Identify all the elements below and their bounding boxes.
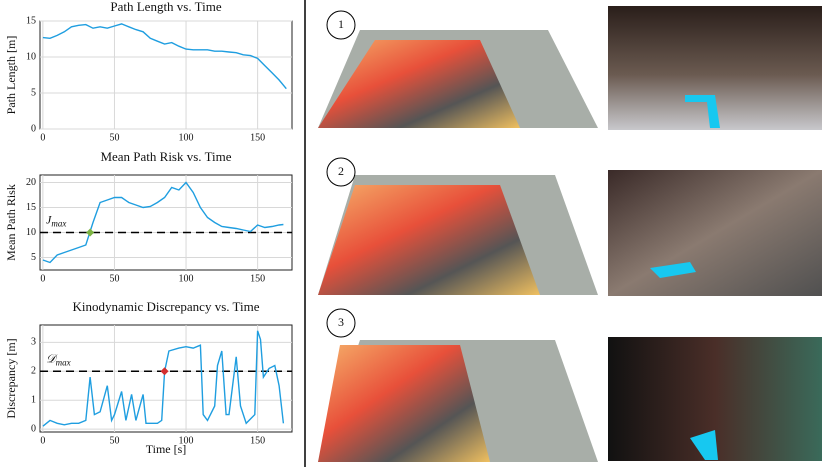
panel-images bbox=[318, 6, 822, 462]
photo bbox=[608, 170, 822, 296]
x-tick-label: 50 bbox=[109, 435, 119, 446]
chart-title: Path Length vs. Time bbox=[110, 0, 221, 14]
map bbox=[318, 345, 490, 462]
y-tick-label: 20 bbox=[26, 177, 36, 188]
y-tick-label: 10 bbox=[26, 227, 36, 238]
y-axis-label: Discrepancy [m] bbox=[4, 338, 18, 418]
panel-badge bbox=[326, 308, 356, 338]
panel-badge bbox=[326, 157, 356, 187]
path-overlay bbox=[690, 430, 718, 460]
path-overlay bbox=[685, 95, 720, 128]
x-tick-label: 0 bbox=[40, 132, 45, 143]
path-overlay bbox=[650, 262, 696, 278]
plot-area bbox=[39, 174, 293, 271]
threshold-subscript: max bbox=[51, 219, 66, 229]
x-tick-label: 150 bbox=[250, 273, 265, 284]
panel-label: 3 bbox=[338, 315, 344, 329]
y-axis-label: Mean Path Risk bbox=[4, 184, 18, 261]
data-line bbox=[42, 181, 284, 264]
x-tick-label: 100 bbox=[179, 435, 194, 446]
chart-title: Mean Path Risk vs. Time bbox=[100, 149, 231, 164]
y-tick-label: 3 bbox=[31, 337, 36, 348]
y-axis-label: Path Length [m] bbox=[4, 36, 18, 115]
map bbox=[318, 185, 540, 295]
panel-badge bbox=[326, 10, 356, 40]
threshold-label: Jmax bbox=[46, 212, 66, 228]
threshold-subscript: max bbox=[56, 357, 71, 367]
map bbox=[318, 40, 520, 128]
y-tick-label: 15 bbox=[26, 15, 36, 26]
y-tick-label: 0 bbox=[31, 123, 36, 134]
x-axis-label: Time [s] bbox=[146, 442, 187, 456]
plot-area bbox=[39, 20, 293, 130]
y-tick-label: 5 bbox=[31, 87, 36, 98]
threshold-label: 𝒟max bbox=[46, 351, 71, 367]
x-tick-label: 0 bbox=[40, 435, 45, 446]
x-tick-label: 150 bbox=[250, 132, 265, 143]
y-tick-label: 10 bbox=[26, 51, 36, 62]
threshold-symbol: 𝒟 bbox=[46, 351, 58, 365]
marker bbox=[160, 367, 169, 376]
panel-label: 2 bbox=[338, 164, 344, 178]
data-line bbox=[42, 23, 287, 90]
x-tick-label: 150 bbox=[250, 435, 265, 446]
threshold-symbol: J bbox=[46, 212, 52, 226]
x-tick-label: 50 bbox=[109, 273, 119, 284]
y-tick-label: 2 bbox=[31, 366, 36, 377]
x-tick-label: 50 bbox=[109, 132, 119, 143]
x-tick-label: 100 bbox=[179, 273, 194, 284]
y-tick-label: 15 bbox=[26, 202, 36, 213]
y-tick-label: 0 bbox=[31, 423, 36, 434]
x-tick-label: 0 bbox=[40, 273, 45, 284]
marker bbox=[86, 228, 95, 237]
y-tick-label: 1 bbox=[31, 394, 36, 405]
x-tick-label: 100 bbox=[179, 132, 194, 143]
panel-label: 1 bbox=[338, 17, 344, 31]
chart-title: Kinodynamic Discrepancy vs. Time bbox=[72, 299, 259, 314]
data-line bbox=[42, 330, 285, 427]
y-tick-label: 5 bbox=[31, 252, 36, 263]
